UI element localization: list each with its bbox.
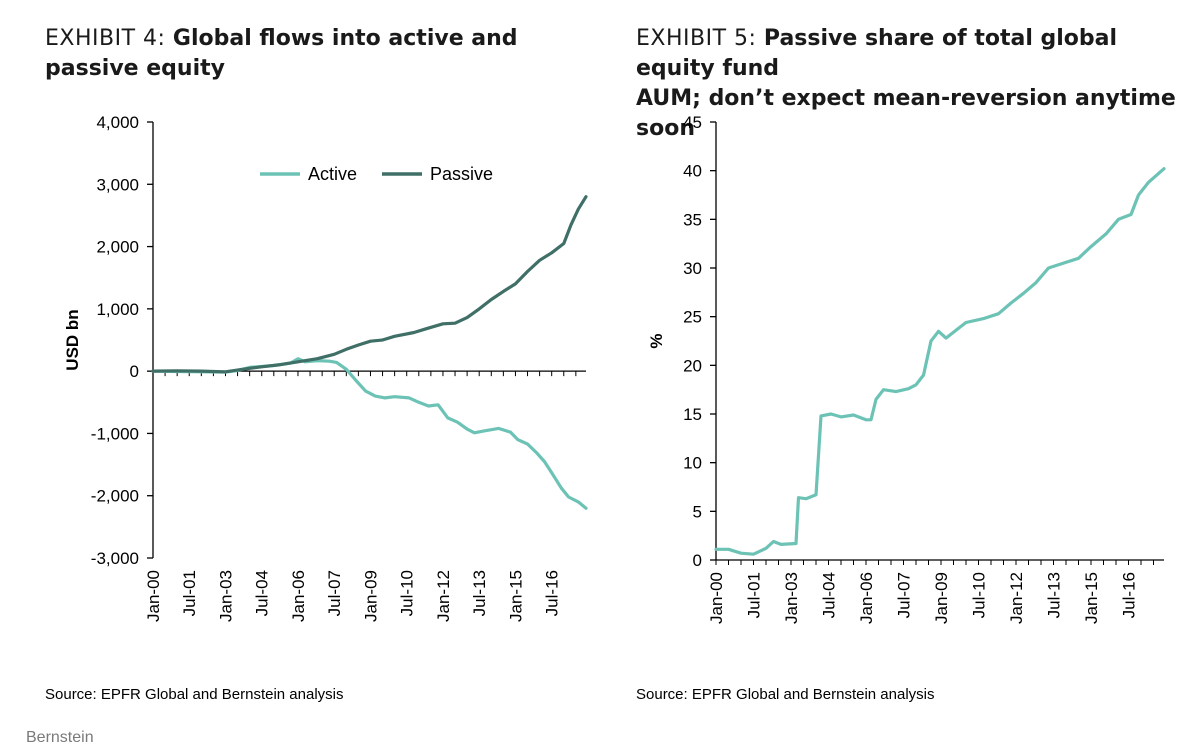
x-tick-label: Jul-01 — [180, 570, 199, 616]
x-tick-label: Jan-06 — [289, 570, 308, 622]
x-tick-label: Jan-15 — [1082, 572, 1101, 624]
y-tick-label: 4,000 — [96, 113, 139, 132]
x-tick-label: Jul-10 — [398, 570, 417, 616]
exhibit5-source: Source: EPFR Global and Bernstein analys… — [636, 686, 935, 703]
y-tick-label: 1,000 — [96, 300, 139, 319]
y-tick-label: -3,000 — [91, 549, 139, 568]
exhibit4-title-text: Global flows into active and passive equ… — [45, 26, 518, 81]
y-tick-label: -1,000 — [91, 424, 139, 443]
x-tick-label: Jul-13 — [470, 570, 489, 616]
y-axis-title: USD bn — [63, 309, 82, 370]
x-tick-label: Jul-01 — [745, 572, 764, 618]
y-tick-label: 0 — [693, 551, 702, 570]
x-tick-label: Jul-10 — [970, 572, 989, 618]
x-tick-label: Jul-07 — [895, 572, 914, 618]
y-tick-label: 30 — [683, 259, 702, 278]
x-tick-label: Jul-16 — [543, 570, 562, 616]
y-tick-label: 15 — [683, 405, 702, 424]
exhibit5-title: EXHIBIT 5: Passive share of total global… — [636, 24, 1176, 144]
y-tick-label: 45 — [683, 113, 702, 132]
y-tick-label: 40 — [683, 162, 702, 181]
y-tick-label: 35 — [683, 210, 702, 229]
exhibit4-title: EXHIBIT 4: Global flows into active and … — [45, 24, 605, 84]
y-tick-label: -2,000 — [91, 487, 139, 506]
legend-label-active: Active — [308, 164, 357, 184]
y-axis-title: % — [647, 333, 666, 348]
x-tick-label: Jul-04 — [253, 570, 272, 616]
exhibit5-title-line1: Passive share of total global equity fun… — [636, 26, 1118, 81]
exhibit4-source: Source: EPFR Global and Bernstein analys… — [45, 686, 344, 703]
x-tick-label: Jan-12 — [434, 570, 453, 622]
brand-footer: Bernstein — [26, 729, 94, 746]
x-tick-label: Jan-09 — [361, 570, 380, 622]
legend-label-passive: Passive — [430, 164, 493, 184]
x-tick-label: Jul-13 — [1045, 572, 1064, 618]
y-tick-label: 20 — [683, 356, 702, 375]
x-tick-label: Jan-12 — [1007, 572, 1026, 624]
y-tick-label: 25 — [683, 308, 702, 327]
y-tick-label: 2,000 — [96, 238, 139, 257]
x-tick-label: Jan-03 — [216, 570, 235, 622]
x-tick-label: Jan-00 — [707, 572, 726, 624]
x-tick-label: Jan-15 — [506, 570, 525, 622]
y-tick-label: 10 — [683, 454, 702, 473]
x-tick-label: Jul-07 — [325, 570, 344, 616]
x-tick-label: Jul-04 — [820, 572, 839, 618]
y-tick-label: 0 — [130, 362, 139, 381]
x-tick-label: Jan-09 — [932, 572, 951, 624]
series-line-passive-share — [714, 167, 1166, 556]
x-tick-label: Jan-03 — [782, 572, 801, 624]
x-tick-label: Jan-06 — [857, 572, 876, 624]
x-tick-label: Jul-16 — [1120, 572, 1139, 618]
y-tick-label: 5 — [693, 502, 702, 521]
x-tick-label: Jan-00 — [144, 570, 163, 622]
y-tick-label: 3,000 — [96, 175, 139, 194]
series-line-passive — [151, 195, 588, 374]
exhibit5-title-prefix: EXHIBIT 5: — [636, 26, 764, 51]
exhibit5-title-line2: AUM; don’t expect mean-reversion anytime… — [636, 86, 1176, 141]
exhibit4-title-prefix: EXHIBIT 4: — [45, 26, 173, 51]
